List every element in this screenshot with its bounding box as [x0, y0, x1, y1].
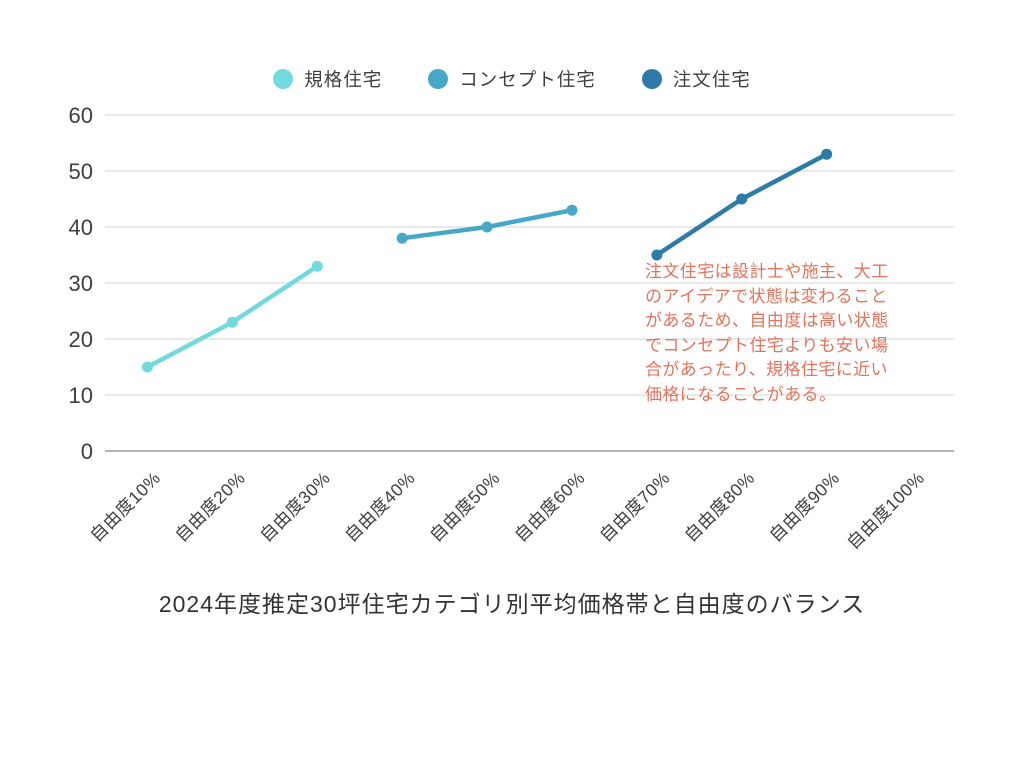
legend-series-dot-icon	[428, 69, 449, 89]
legend-series-dot-icon	[273, 69, 294, 89]
legend-label: コンセプト住宅	[459, 69, 596, 90]
data-point	[736, 193, 748, 205]
y-axis-tick-label: 10	[69, 383, 93, 408]
chart-legend: 規格住宅 コンセプト住宅 注文住宅	[0, 66, 1024, 92]
data-point	[821, 148, 833, 160]
x-axis-tick-label: 自由度20%	[171, 468, 249, 546]
legend-label: 規格住宅	[304, 69, 383, 90]
x-axis-tick-label: 自由度10%	[86, 468, 164, 546]
series-line-0	[145, 263, 320, 370]
data-point	[651, 249, 663, 261]
x-axis-tick-label: 自由度40%	[341, 468, 419, 546]
data-point	[566, 204, 578, 216]
y-axis-tick-label: 40	[69, 215, 93, 240]
x-axis-tick-label: 自由度30%	[256, 468, 334, 546]
legend-item-concept-jutaku[interactable]: コンセプト住宅	[428, 66, 596, 92]
y-axis-tick-label: 0	[81, 439, 93, 464]
x-axis-tick-label: 自由度80%	[680, 468, 758, 546]
data-point	[311, 260, 323, 272]
y-axis-tick-label: 30	[69, 271, 93, 296]
series-line-2	[654, 151, 829, 258]
data-point	[396, 232, 408, 244]
chart-title: 2024年度推定30坪住宅カテゴリ別平均価格帯と自由度のバランス	[158, 591, 866, 617]
y-axis-tick-label: 20	[69, 327, 93, 352]
x-axis-tick-label: 自由度70%	[596, 468, 674, 546]
y-axis-tick-label: 60	[69, 103, 93, 128]
data-point	[141, 361, 153, 373]
annotation-text: 注文住宅は設計士や施主、大工 のアイデアで状態は変わること があるため、自由度は…	[645, 262, 889, 404]
legend-label: 注文住宅	[672, 69, 751, 90]
x-axis-tick-label: 自由度50%	[426, 468, 504, 546]
data-point	[226, 316, 238, 328]
x-axis-tick-label: 自由度90%	[765, 468, 843, 546]
data-point	[481, 221, 493, 233]
legend-item-chumon-jutaku[interactable]: 注文住宅	[641, 66, 751, 92]
y-axis-tick-label: 50	[69, 159, 93, 184]
legend-series-dot-icon	[641, 69, 662, 89]
x-axis-tick-label: 自由度100%	[843, 468, 928, 553]
x-axis-tick-label: 自由度60%	[511, 468, 589, 546]
legend-item-kikaku-jutaku[interactable]: 規格住宅	[273, 66, 382, 92]
